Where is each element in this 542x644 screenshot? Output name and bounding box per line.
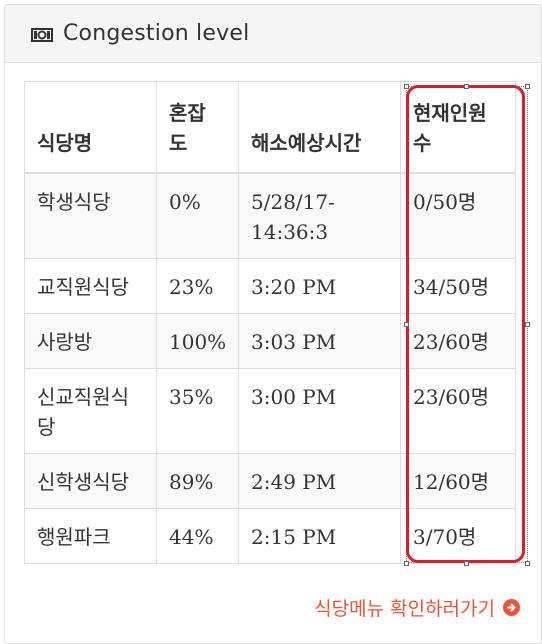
cell-clear-time: 2:49 PM: [238, 453, 401, 509]
cell-restaurant-name: 학생식당: [24, 172, 157, 259]
money-icon: [31, 27, 53, 42]
table-row: 학생식당 0% 5/28/17- 14:36:3 0/50명: [24, 172, 516, 259]
cell-clear-time: 3:00 PM: [238, 368, 401, 454]
resize-handle[interactable]: [464, 84, 469, 89]
cell-clear-time: 5/28/17- 14:36:3: [238, 172, 401, 259]
cell-congestion: 0%: [156, 172, 239, 259]
cell-clear-time: 3:03 PM: [238, 313, 401, 369]
resize-handle[interactable]: [525, 561, 530, 566]
arrow-circle-right-icon: [503, 599, 520, 616]
restaurant-menu-link[interactable]: 식당메뉴 확인하러가기: [314, 594, 520, 621]
cell-current-count: 34/50명: [400, 258, 516, 314]
cell-clear-time: 3:20 PM: [238, 258, 401, 314]
resize-handle[interactable]: [404, 322, 409, 327]
table-row: 신학생식당 89% 2:49 PM 12/60명: [24, 453, 516, 509]
panel-heading: Congestion level: [5, 5, 541, 63]
cell-congestion: 35%: [156, 368, 239, 454]
panel-title: Congestion level: [63, 21, 250, 46]
cell-current-count: 0/50명: [400, 172, 516, 259]
cell-clear-time: 2:15 PM: [238, 508, 401, 564]
congestion-table: 식당명 혼잡 도 해소예상시간 현재인원 수 학생식당 0% 5/28/17- …: [24, 81, 516, 564]
resize-handle[interactable]: [525, 322, 530, 327]
cell-restaurant-name: 행원파크: [24, 508, 157, 564]
cell-congestion: 44%: [156, 508, 239, 564]
cell-restaurant-name: 신교직원식 당: [24, 368, 157, 454]
header-congestion: 혼잡 도: [156, 81, 239, 174]
resize-handle[interactable]: [404, 561, 409, 566]
cell-current-count: 23/60명: [400, 313, 516, 369]
cell-current-count: 12/60명: [400, 453, 516, 509]
cell-congestion: 89%: [156, 453, 239, 509]
resize-handle[interactable]: [404, 84, 409, 89]
cell-restaurant-name: 사랑방: [24, 313, 157, 369]
cell-current-count: 23/60명: [400, 368, 516, 454]
table-header-row: 식당명 혼잡 도 해소예상시간 현재인원 수: [24, 81, 516, 174]
table-row: 행원파크 44% 2:15 PM 3/70명: [24, 508, 516, 564]
cell-current-count: 3/70명: [400, 508, 516, 564]
table-row: 교직원식당 23% 3:20 PM 34/50명: [24, 258, 516, 314]
cell-restaurant-name: 교직원식당: [24, 258, 157, 314]
header-current-count: 현재인원 수: [400, 81, 516, 174]
cell-congestion: 23%: [156, 258, 239, 314]
table-row: 신교직원식 당 35% 3:00 PM 23/60명: [24, 368, 516, 454]
header-estimated-clear-time: 해소예상시간: [238, 81, 401, 174]
resize-handle[interactable]: [464, 561, 469, 566]
header-restaurant-name: 식당명: [24, 81, 157, 174]
cell-congestion: 100%: [156, 313, 239, 369]
cell-restaurant-name: 신학생식당: [24, 453, 157, 509]
table-row: 사랑방 100% 3:03 PM 23/60명: [24, 313, 516, 369]
resize-handle[interactable]: [525, 84, 530, 89]
restaurant-menu-link-label: 식당메뉴 확인하러가기: [314, 598, 495, 620]
